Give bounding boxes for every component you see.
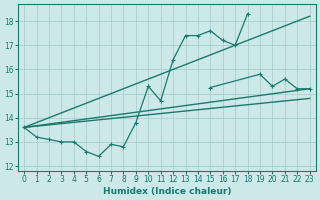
X-axis label: Humidex (Indice chaleur): Humidex (Indice chaleur) bbox=[103, 187, 231, 196]
